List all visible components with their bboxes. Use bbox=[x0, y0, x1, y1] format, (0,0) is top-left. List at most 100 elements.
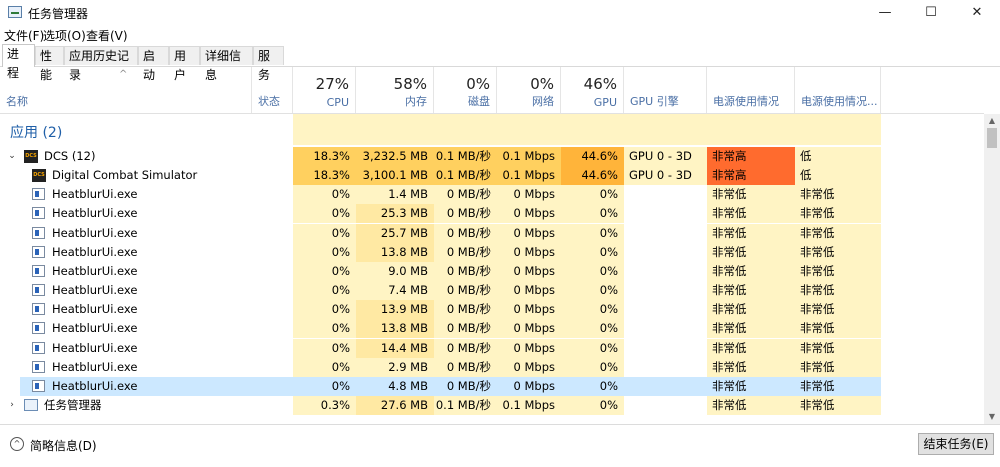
process-name-cell[interactable]: HeatblurUi.exe bbox=[20, 243, 252, 262]
gpu-cell: 0% bbox=[561, 243, 624, 262]
chevron-down-icon[interactable]: ⌄ bbox=[8, 151, 16, 161]
scroll-down-icon[interactable]: ▼ bbox=[988, 412, 996, 421]
maximize-button[interactable]: ☐ bbox=[925, 5, 937, 20]
menu-options[interactable]: 选项(O) bbox=[43, 29, 86, 43]
column-power[interactable]: 电源使用情况 bbox=[707, 67, 795, 113]
gpu-cell: 0% bbox=[561, 185, 624, 204]
column-status[interactable]: 状态 bbox=[252, 67, 293, 113]
power-cell: 非常低 bbox=[707, 396, 795, 415]
column-power-trend-label: 电源使用情况... bbox=[801, 95, 878, 108]
process-row[interactable]: HeatblurUi.exe 0% 9.0 MB 0 MB/秒 0 Mbps 0% 非常低非… bbox=[0, 262, 984, 281]
cpu-cell: 0% bbox=[293, 300, 356, 319]
tab-app-history[interactable]: 应用历史记录 bbox=[64, 46, 138, 82]
process-row[interactable]: ⌄ DCS DCS (12) 18.3% 3,232.5 MB 0.1 MB/秒 0.1 M… bbox=[0, 147, 984, 166]
gpu-cell: 0% bbox=[561, 358, 624, 377]
tab-details[interactable]: 详细信息 bbox=[200, 46, 253, 82]
process-row[interactable]: HeatblurUi.exe 0% 1.4 MB 0 MB/秒 0 Mbps 0% 非常低非… bbox=[0, 185, 984, 204]
process-row[interactable]: HeatblurUi.exe 0% 13.8 MB 0 MB/秒 0 Mbps 0% 非常低… bbox=[0, 243, 984, 262]
fewer-details-link[interactable]: 简略信息(D) bbox=[30, 439, 97, 453]
chevron-right-icon[interactable]: › bbox=[10, 400, 14, 410]
net-cell: 0 Mbps bbox=[497, 185, 561, 204]
engine-cell bbox=[624, 339, 707, 358]
column-network[interactable]: 0% 网络 bbox=[497, 67, 561, 113]
process-name: HeatblurUi.exe bbox=[52, 360, 138, 374]
process-name: HeatblurUi.exe bbox=[52, 321, 138, 335]
exe-icon bbox=[32, 303, 45, 315]
process-name-cell[interactable]: HeatblurUi.exe bbox=[20, 358, 252, 377]
power-cell: 非常低 bbox=[707, 358, 795, 377]
group-header-cell bbox=[497, 114, 561, 145]
column-cpu-label: CPU bbox=[326, 96, 349, 109]
process-name-cell[interactable]: HeatblurUi.exe bbox=[20, 224, 252, 243]
process-name: DCS (12) bbox=[44, 149, 96, 163]
tab-strip: 进程 性能 应用历史记录 启动 用户 详细信息 服务 bbox=[0, 44, 1000, 82]
process-name-cell[interactable]: HeatblurUi.exe bbox=[20, 262, 252, 281]
tab-performance[interactable]: 性能 bbox=[35, 46, 64, 82]
process-row[interactable]: HeatblurUi.exe 0% 14.4 MB 0 MB/秒 0 Mbps 0% 非常低… bbox=[0, 339, 984, 358]
column-cpu[interactable]: 27% CPU bbox=[293, 67, 356, 113]
process-name-cell[interactable]: DCS Digital Combat Simulator bbox=[20, 166, 252, 185]
process-row[interactable]: HeatblurUi.exe 0% 4.8 MB 0 MB/秒 0 Mbps 0% 非常低非… bbox=[0, 377, 984, 396]
process-row[interactable]: › 任务管理器 0.3% 27.6 MB 0.1 MB/秒 0.1 Mbps 0% 非常低 非常… bbox=[0, 396, 984, 415]
close-button[interactable]: ✕ bbox=[971, 5, 983, 20]
tab-processes[interactable]: 进程 bbox=[2, 44, 35, 80]
process-row[interactable]: HeatblurUi.exe 0% 25.3 MB 0 MB/秒 0 Mbps 0% 非常低… bbox=[0, 204, 984, 223]
process-name-cell[interactable]: HeatblurUi.exe bbox=[20, 204, 252, 223]
minimize-button[interactable]: — bbox=[878, 5, 892, 20]
group-header-row[interactable]: 应用 (2) bbox=[0, 114, 984, 145]
mem-cell: 27.6 MB bbox=[356, 396, 434, 415]
disk-cell: 0 MB/秒 bbox=[434, 281, 497, 300]
disk-cell: 0 MB/秒 bbox=[434, 319, 497, 338]
column-disk[interactable]: 0% 磁盘 bbox=[434, 67, 497, 113]
status-cell bbox=[252, 358, 293, 377]
process-row[interactable]: HeatblurUi.exe 0% 2.9 MB 0 MB/秒 0 Mbps 0% 非常低非… bbox=[0, 358, 984, 377]
trend-cell: 非常低 bbox=[795, 281, 881, 300]
tab-users[interactable]: 用户 bbox=[169, 46, 200, 82]
process-name-cell[interactable]: HeatblurUi.exe bbox=[20, 319, 252, 338]
process-name-cell[interactable]: ⌄ DCS DCS (12) bbox=[8, 147, 252, 166]
process-name-cell[interactable]: HeatblurUi.exe bbox=[20, 377, 252, 396]
group-header-cell bbox=[795, 114, 881, 145]
column-memory[interactable]: 58% 内存 bbox=[356, 67, 434, 113]
column-gpu-engine[interactable]: GPU 引擎 bbox=[624, 67, 707, 113]
trend-cell: 非常低 bbox=[795, 300, 881, 319]
column-name[interactable]: ^ 名称 bbox=[0, 67, 252, 113]
process-row[interactable]: HeatblurUi.exe 0% 25.7 MB 0 MB/秒 0 Mbps 0% 非常低… bbox=[0, 224, 984, 243]
process-name: HeatblurUi.exe bbox=[52, 206, 138, 220]
disk-cell: 0 MB/秒 bbox=[434, 377, 497, 396]
column-power-trend[interactable]: 电源使用情况... bbox=[795, 67, 881, 113]
engine-cell bbox=[624, 185, 707, 204]
process-row[interactable]: HeatblurUi.exe 0% 13.8 MB 0 MB/秒 0 Mbps 0% 非常低… bbox=[0, 319, 984, 338]
net-cell: 0 Mbps bbox=[497, 204, 561, 223]
process-name-cell[interactable]: HeatblurUi.exe bbox=[20, 281, 252, 300]
process-row[interactable]: DCS Digital Combat Simulator 18.3% 3,100.1 … bbox=[0, 166, 984, 185]
status-cell bbox=[252, 243, 293, 262]
vertical-scrollbar[interactable]: ▲ ▼ bbox=[984, 114, 1000, 424]
process-name-cell[interactable]: › 任务管理器 bbox=[10, 396, 252, 415]
menu-view[interactable]: 查看(V) bbox=[86, 29, 128, 43]
process-name-cell[interactable]: HeatblurUi.exe bbox=[20, 339, 252, 358]
scrollbar-thumb[interactable] bbox=[987, 128, 997, 148]
tab-startup[interactable]: 启动 bbox=[138, 46, 169, 82]
process-name-cell[interactable]: HeatblurUi.exe bbox=[20, 300, 252, 319]
scroll-up-icon[interactable]: ▲ bbox=[988, 116, 996, 125]
menu-file[interactable]: 文件(F) bbox=[4, 29, 45, 43]
process-name-cell[interactable]: HeatblurUi.exe bbox=[20, 185, 252, 204]
sort-up-icon: ^ bbox=[119, 69, 128, 80]
process-row[interactable]: HeatblurUi.exe 0% 13.9 MB 0 MB/秒 0 Mbps 0% 非常低… bbox=[0, 300, 984, 319]
column-gpu[interactable]: 46% GPU bbox=[561, 67, 624, 113]
group-header-cell bbox=[561, 114, 624, 145]
group-header-cell bbox=[707, 114, 795, 145]
trend-cell: 非常低 bbox=[795, 358, 881, 377]
chevron-up-icon[interactable]: ^ bbox=[10, 437, 24, 451]
tab-services[interactable]: 服务 bbox=[253, 46, 284, 82]
cpu-cell: 18.3% bbox=[293, 166, 356, 185]
cpu-cell: 0% bbox=[293, 358, 356, 377]
engine-cell bbox=[624, 243, 707, 262]
end-task-button[interactable]: 结束任务(E) bbox=[918, 433, 994, 455]
process-row[interactable]: HeatblurUi.exe 0% 7.4 MB 0 MB/秒 0 Mbps 0% 非常低非… bbox=[0, 281, 984, 300]
status-cell bbox=[252, 319, 293, 338]
power-cell: 非常低 bbox=[707, 281, 795, 300]
gpu-cell: 0% bbox=[561, 300, 624, 319]
column-power-label: 电源使用情况 bbox=[713, 95, 779, 108]
